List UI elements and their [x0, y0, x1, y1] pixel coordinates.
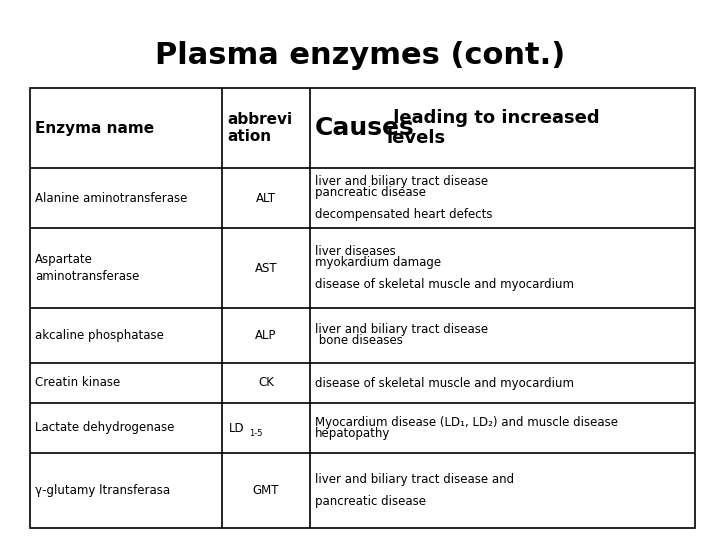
Text: CK: CK: [258, 376, 274, 389]
Text: akcaline phosphatase: akcaline phosphatase: [35, 329, 164, 342]
Text: Aspartate
aminotransferase: Aspartate aminotransferase: [35, 253, 140, 282]
Text: Causes: Causes: [315, 116, 415, 140]
Text: liver and biliary tract disease: liver and biliary tract disease: [315, 323, 488, 336]
Text: ALT: ALT: [256, 192, 276, 205]
Text: pancreatic disease: pancreatic disease: [315, 186, 426, 199]
Text: GMT: GMT: [253, 484, 279, 497]
Text: leading to increased
levels: leading to increased levels: [387, 109, 600, 147]
Text: Plasma enzymes (cont.): Plasma enzymes (cont.): [155, 40, 565, 70]
Text: Alanine aminotransferase: Alanine aminotransferase: [35, 192, 187, 205]
Text: abbrevi
ation: abbrevi ation: [227, 112, 292, 144]
Text: pancreatic disease: pancreatic disease: [315, 495, 426, 508]
Text: LD: LD: [229, 422, 245, 435]
Text: liver and biliary tract disease and: liver and biliary tract disease and: [315, 473, 514, 486]
Text: myokardium damage: myokardium damage: [315, 256, 441, 269]
Text: ALP: ALP: [256, 329, 276, 342]
Text: bone diseases: bone diseases: [315, 334, 403, 348]
Text: 1-5: 1-5: [249, 429, 263, 437]
Text: disease of skeletal muscle and myocardium: disease of skeletal muscle and myocardiu…: [315, 376, 574, 389]
Text: Myocardium disease (LD₁, LD₂) and muscle disease: Myocardium disease (LD₁, LD₂) and muscle…: [315, 416, 618, 429]
Text: liver diseases: liver diseases: [315, 245, 396, 258]
Text: disease of skeletal muscle and myocardium: disease of skeletal muscle and myocardiu…: [315, 278, 574, 291]
Text: decompensated heart defects: decompensated heart defects: [315, 208, 492, 221]
Text: Enzyma name: Enzyma name: [35, 120, 154, 136]
Text: hepatopathy: hepatopathy: [315, 427, 390, 440]
Text: Creatin kinase: Creatin kinase: [35, 376, 120, 389]
Text: AST: AST: [255, 261, 277, 274]
Text: liver and biliary tract disease: liver and biliary tract disease: [315, 175, 488, 188]
Text: γ-glutamy ltransferasa: γ-glutamy ltransferasa: [35, 484, 170, 497]
Text: Lactate dehydrogenase: Lactate dehydrogenase: [35, 422, 174, 435]
Bar: [30, 88, 695, 528]
